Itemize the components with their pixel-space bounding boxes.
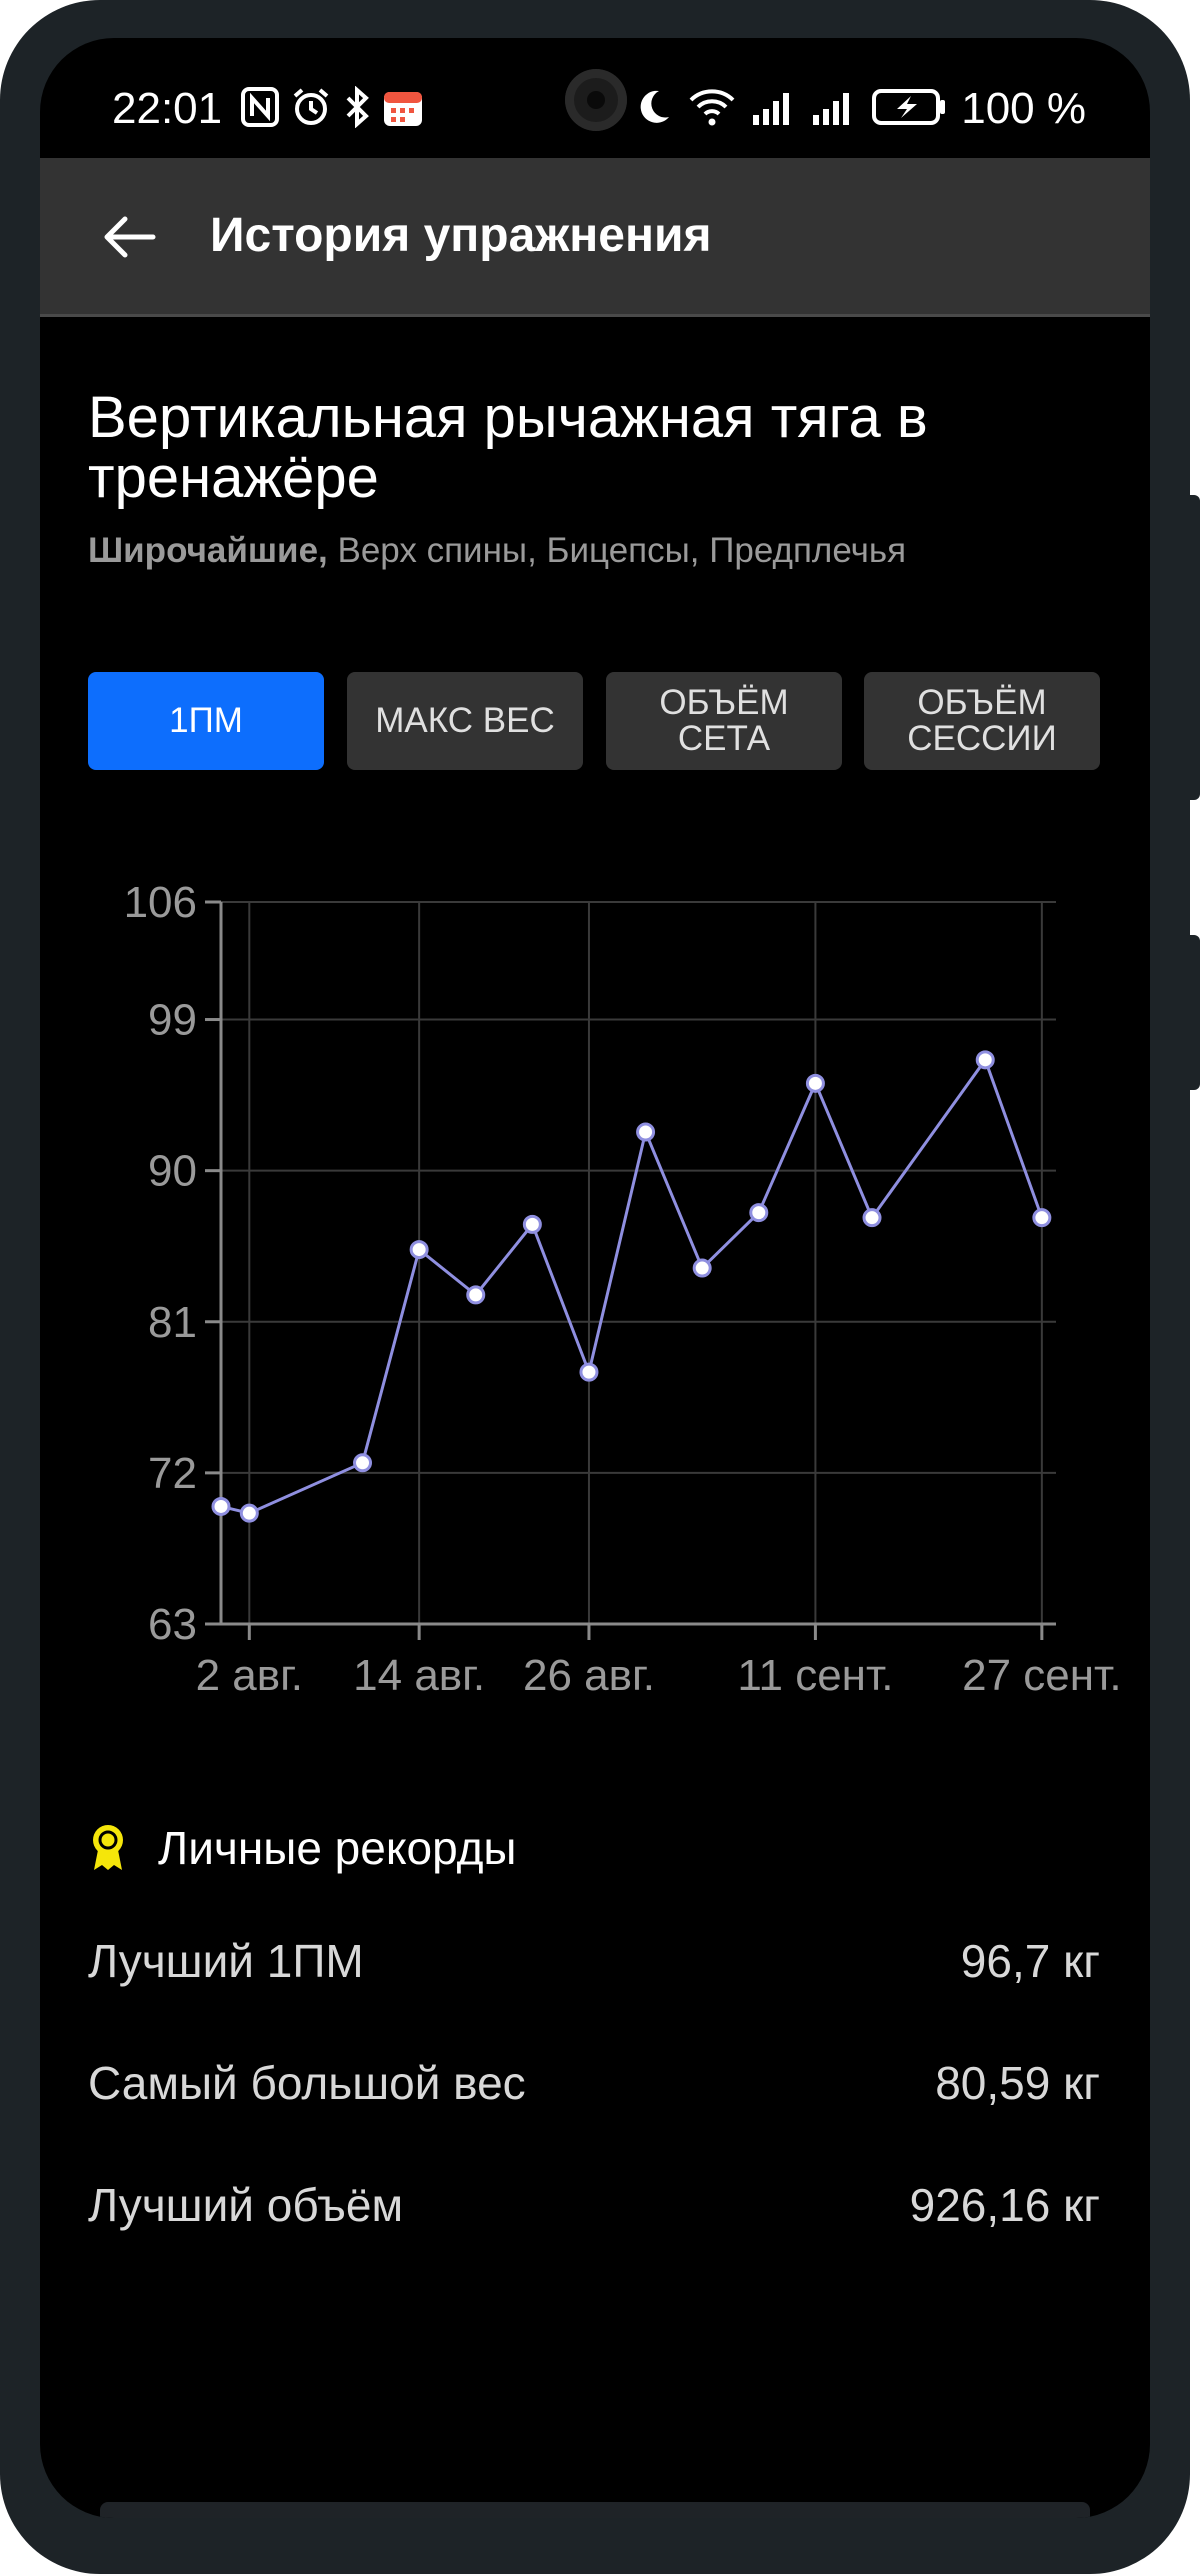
back-button[interactable] [94, 202, 164, 272]
secondary-muscles: Верх спины, Бицепсы, Предплечья [327, 531, 907, 570]
medal-icon [93, 1825, 123, 1870]
nfc-icon [240, 86, 280, 133]
y-tick-label: 81 [148, 1298, 197, 1347]
tab-set-volume[interactable]: ОБЪЁМ СЕТА [606, 672, 842, 770]
bluetooth-icon [342, 85, 372, 133]
muscle-groups: Широчайшие, Верх спины, Бицепсы, Предпле… [88, 531, 906, 571]
y-tick-label: 99 [148, 996, 197, 1045]
page-title: История упражнения [210, 209, 712, 262]
side-button [1188, 935, 1200, 1090]
record-value: 926,16 кг [909, 2179, 1100, 2231]
calendar-icon [382, 86, 424, 133]
data-point [211, 1496, 231, 1516]
record-row: Самый большой вес 80,59 кг [88, 2056, 1100, 2116]
data-point [636, 1122, 656, 1142]
metric-tabs: 1ПМ МАКС ВЕС ОБЪЁМ СЕТА ОБЪЁМ СЕССИИ [88, 672, 1100, 770]
data-point [466, 1285, 486, 1305]
exercise-title: Вертикальная рычажная тяга в тренажёре [88, 385, 928, 510]
status-right-icons: 100 % [633, 82, 1086, 136]
one-rm-chart: 63 72 81 90 99 106 2 авг. 14 авг. 26 авг. 11 сент… [40, 828, 1150, 1728]
home-indicator [100, 2502, 1090, 2518]
data-point [692, 1258, 712, 1278]
x-tick-label: 11 сент. [737, 1651, 893, 1700]
y-tick-label: 106 [124, 878, 197, 927]
data-point [353, 1453, 373, 1473]
status-bar: 22:01 [40, 38, 1150, 158]
x-tick-label: 26 авг. [523, 1651, 655, 1700]
data-point [409, 1240, 429, 1260]
record-row: Лучший объём 926,16 кг [88, 2178, 1100, 2238]
data-point [749, 1203, 769, 1223]
tab-session-volume[interactable]: ОБЪЁМ СЕССИИ [864, 672, 1100, 770]
battery-percent: 100 % [961, 84, 1086, 133]
x-tick-label: 2 авг. [196, 1651, 303, 1700]
moon-icon [633, 87, 673, 132]
record-value: 80,59 кг [935, 2057, 1100, 2109]
record-label: Лучший объём [88, 2179, 404, 2231]
data-point [862, 1208, 882, 1228]
status-time: 22:01 [112, 84, 223, 133]
series-line [220, 1056, 1044, 1515]
record-label: Лучший 1ПМ [88, 1935, 364, 1987]
y-tick-label: 72 [148, 1449, 197, 1498]
record-label: Самый большой вес [88, 2057, 526, 2109]
tab-max-weight[interactable]: МАКС ВЕС [347, 672, 583, 770]
wifi-icon [687, 86, 737, 133]
primary-muscle: Широчайшие, [88, 531, 328, 570]
line-chart: 63 72 81 90 99 106 2 авг. 14 авг. 26 авг. 11 сент… [124, 878, 1122, 1700]
signal-icon [811, 87, 857, 132]
data-point [522, 1214, 542, 1234]
records-header: Личные рекорды [88, 1818, 517, 1878]
record-value: 96,7 кг [960, 1935, 1100, 1987]
record-row: Лучший 1ПМ 96,7 кг [88, 1934, 1100, 1994]
x-tick-label: 14 авг. [353, 1651, 485, 1700]
data-point [239, 1503, 259, 1523]
arrow-left-icon [104, 216, 156, 258]
data-point [805, 1073, 825, 1093]
data-point [975, 1050, 995, 1070]
front-camera [565, 69, 627, 131]
status-left-icons [240, 84, 424, 134]
y-tick-label: 90 [148, 1147, 197, 1196]
signal-icon [751, 87, 797, 132]
battery-charging-icon [871, 87, 947, 132]
data-point [579, 1362, 599, 1382]
alarm-icon [290, 86, 332, 133]
x-tick-label: 27 сент. [962, 1651, 1121, 1700]
records-title: Личные рекорды [158, 1822, 517, 1874]
tab-1rm[interactable]: 1ПМ [88, 672, 324, 770]
side-button [1188, 495, 1200, 800]
screen: 22:01 [40, 38, 1150, 2518]
y-tick-label: 63 [148, 1600, 197, 1649]
app-bar: История упражнения [40, 158, 1150, 317]
data-point [1032, 1208, 1052, 1228]
